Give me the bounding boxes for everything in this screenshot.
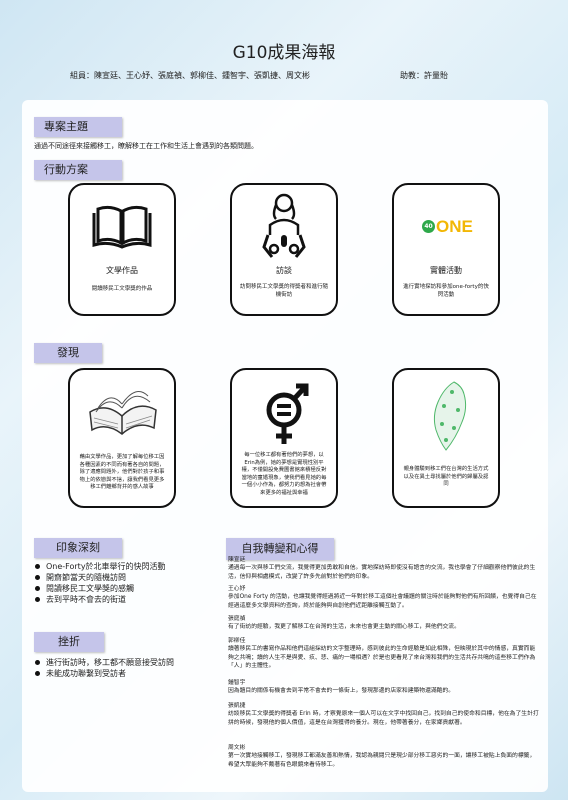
logo-number: 40 xyxy=(422,220,435,233)
reflection-author: 張庭禎 xyxy=(228,616,246,622)
reflection-author: 鍾智宇 xyxy=(228,680,246,686)
taiwan-map-icon xyxy=(433,381,467,451)
reflection-text: 第一次實地接觸移工，發現移工都滿友善和熱情，我認為親閱只是現少部分移工惡劣的一面… xyxy=(228,753,536,768)
reflection-entry: 張凱捷 訪談移民工文學獎的得獎者 Erin 時，才察覺原來一個人可以在文字中找回… xyxy=(228,702,540,727)
action-card-literature: 文學作品 閱讀移民工文學獎的作品 xyxy=(68,183,176,316)
list-item: One-Forty於北車舉行的快閃活動 xyxy=(35,562,166,571)
project-intro: 通過不同途徑來接觸移工，瞭解移工在工作和生活上會遇到的各類問題。 xyxy=(34,142,258,150)
action-card-title: 文學作品 xyxy=(106,266,138,275)
impression-list: One-Forty於北車舉行的快閃活動 開齋節當天的隨機訪問 閱讀移民工文學獎的… xyxy=(34,561,166,605)
action-card-title: 實體活動 xyxy=(430,266,462,275)
page-title: G10成果海報 xyxy=(232,43,336,63)
reflection-entry: 王心妤 參加One Forty 的活動，也讓我覺得經過將近一年對於移工這個社會議… xyxy=(228,585,540,610)
action-card-event: 40 ONE 實體活動 進行實地探訪和參加one-forty的快閃活動 xyxy=(392,183,500,316)
discovery-card-literature: 藉由文學作品，更加了解每位移工因各種因素的不同而有著各自的問題，除了適應問題外，… xyxy=(68,368,176,508)
book-icon xyxy=(92,205,152,249)
action-card-title: 訪談 xyxy=(276,266,292,275)
member-list: 組員：陳宣廷、王心妤、張庭禎、郭柳佳、鍾智宇、張凱捷、周文彬 xyxy=(70,71,310,80)
reflection-author: 王心妤 xyxy=(228,586,246,592)
list-item: 進行街訪時，移工都不願意接受訪問 xyxy=(35,658,174,667)
reflection-author: 陳宣廷 xyxy=(228,557,246,563)
discovery-heading: 發現 xyxy=(34,343,102,363)
reflection-entry: 郭柳佳 讀著移民工的書寫作品和他們這組採訪的文字整理時，感到彼此的生命經驗是如此… xyxy=(228,637,540,670)
advisor-name: 助教：許量貽 xyxy=(400,71,448,80)
discovery-card-desc: 藉由文學作品，更加了解每位移工因各種因素的不同而有著各自的問題，除了適應問題外，… xyxy=(79,454,165,490)
reflection-author: 郭柳佳 xyxy=(228,638,246,644)
reflection-author: 周文彬 xyxy=(228,745,246,751)
action-card-desc: 訪問移民工文學獎的得獎者和進行隨機街訪 xyxy=(240,284,329,298)
reflection-text: 參加One Forty 的活動，也讓我覺得經過將近一年對於移工這個社會議題的關注… xyxy=(228,594,537,609)
reflection-author: 張凱捷 xyxy=(228,703,246,709)
list-item: 閱讀移民工文學獎的感觸 xyxy=(35,583,166,594)
logo-text: ONE xyxy=(436,217,473,236)
project-theme-heading: 專案主題 xyxy=(34,117,122,137)
reflection-text: 因為題目的關係有機會去到平常不會去的一條街上，發現那邊的店家和建築物還滿酷的。 xyxy=(228,688,455,695)
list-item: 去到平時不會去的街道 xyxy=(35,594,166,605)
reflection-entry: 周文彬 第一次實地接觸移工，發現移工都滿友善和熱情，我認為親閱只是現少部分移工惡… xyxy=(228,744,540,769)
reflection-entry: 陳宣廷 通過每一次與移工們交流，我覺得更加勇敢和自信。實地探訪時即使沒有語言的交… xyxy=(228,556,540,581)
discovery-card-desc: 親身體驗到移工們在台灣的生活方式以及在異土尋找屬於他們的歸屬及認同 xyxy=(403,466,489,487)
reflection-entry: 張庭禎 有了街訪的經驗，我更了解移工在台灣的生活，未來也會更主動的關心移工，與他… xyxy=(228,615,540,632)
reflection-text: 讀著移民工的書寫作品和他們這組採訪的文字整理時，感到彼此的生命經驗是如此相殊，但… xyxy=(228,646,536,669)
reflection-text: 有了街訪的經驗，我更了解移工在台灣的生活，未來也會更主動的關心移工，與他們交流。 xyxy=(228,624,460,631)
action-card-interview: 訪談 訪問移民工文學獎的得獎者和進行隨機街訪 xyxy=(230,183,338,316)
reflection-heading: 自我轉變和心得 xyxy=(226,538,334,560)
gender-equality-icon xyxy=(266,383,309,444)
setbacks-list: 進行街訪時，移工都不願意接受訪問 未能成功聯繫到受訪者 xyxy=(34,657,174,679)
action-card-desc: 閱讀移民工文學獎的作品 xyxy=(91,286,153,292)
open-book-icon xyxy=(89,391,157,435)
impression-heading: 印象深刻 xyxy=(34,538,122,558)
reflection-text: 訪談移民工文學獎的得獎者 Erin 時，才察覺原來一個人可以在文字中找回自己，找… xyxy=(228,711,539,726)
action-card-desc: 進行實地探訪和參加one-forty的快閃活動 xyxy=(403,284,489,298)
reflection-entry: 鍾智宇 因為題目的關係有機會去到平常不會去的一條街上，發現那邊的店家和建築物還滿… xyxy=(228,679,540,696)
list-item: 未能成功聯繫到受訪者 xyxy=(35,668,174,679)
action-plan-heading: 行動方案 xyxy=(34,160,122,180)
list-item: 開齋節當天的隨機訪問 xyxy=(35,572,166,583)
discovery-card-desc: 每一位移工都有著他們的夢想，以Erin為例，她的夢想是實現性別平權，不僅開設免費… xyxy=(241,452,327,496)
reflection-text: 通過每一次與移工們交流，我覺得更加勇敢和自信。實地探訪時即使沒有語言的交流，我也… xyxy=(228,565,536,580)
discovery-card-taiwan: 親身體驗到移工們在台灣的生活方式以及在異土尋找屬於他們的歸屬及認同 xyxy=(392,368,500,508)
one-forty-logo: 40 ONE xyxy=(422,217,474,237)
discovery-card-gender: 每一位移工都有著他們的夢想，以Erin為例，她的夢想是實現性別平權，不僅開設免費… xyxy=(230,368,338,508)
interview-icon xyxy=(262,193,306,258)
setbacks-heading: 挫折 xyxy=(34,632,104,652)
